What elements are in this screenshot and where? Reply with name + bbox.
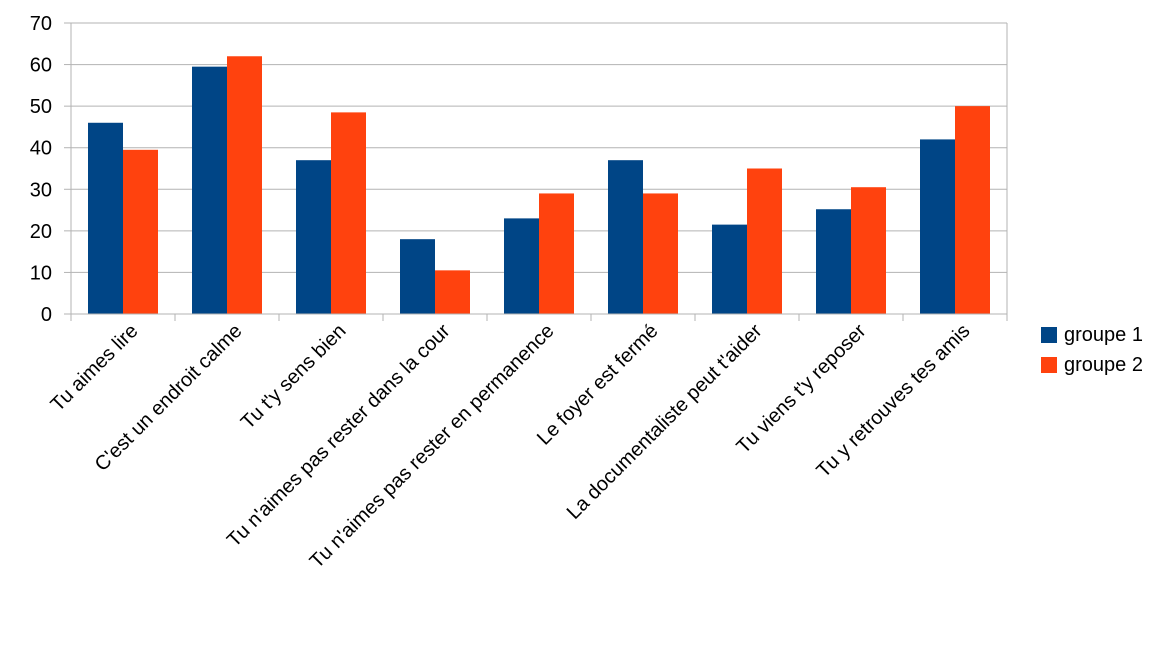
legend-item-series-2: groupe 2: [1041, 350, 1143, 380]
axes: [70, 23, 1008, 321]
bar-series-1: [608, 160, 643, 314]
legend: groupe 1 groupe 2: [1041, 320, 1143, 380]
bar-series-2: [435, 270, 470, 314]
y-tick-label: 60: [30, 55, 52, 77]
y-tick-label: 70: [30, 13, 52, 35]
bar-series-2: [747, 168, 782, 314]
legend-item-series-1: groupe 1: [1041, 320, 1143, 350]
bar-series-2: [643, 193, 678, 314]
y-tick-label: 20: [30, 221, 52, 243]
bar-series-1: [400, 239, 435, 314]
bar-series-2: [955, 106, 990, 315]
bar-series-1: [192, 66, 227, 315]
bar-series-1: [920, 139, 955, 314]
x-tick-label: Tu n'aimes pas rester dans la cour: [223, 320, 455, 552]
bar-series-1: [712, 224, 747, 314]
bar-series-2: [851, 187, 886, 314]
bar-series-1: [816, 209, 851, 314]
y-axis-tick-labels: 0 10 20 30 40 50 60 70: [30, 13, 52, 326]
legend-label-series-2: groupe 2: [1064, 353, 1143, 376]
x-tick-label: La documentaliste peut t'aider: [563, 320, 767, 524]
y-tick-label: 0: [41, 304, 52, 326]
legend-swatch-series-1: [1041, 327, 1057, 343]
legend-swatch-series-2: [1041, 357, 1057, 373]
bar-series-2: [227, 56, 262, 314]
bar-series-2: [123, 149, 158, 314]
y-tick-label: 40: [30, 138, 52, 160]
bar-series-2: [331, 112, 366, 314]
bar-series-1: [88, 122, 123, 315]
y-tick-label: 50: [30, 96, 52, 118]
legend-label-series-1: groupe 1: [1064, 323, 1143, 346]
x-tick-label: Tu t'y sens bien: [237, 320, 351, 434]
y-tick-label: 30: [30, 179, 52, 201]
x-tick-label: Tu aimes lire: [47, 320, 143, 416]
bar-series-2: [539, 193, 574, 314]
bar-series-1: [296, 160, 331, 314]
bars: [88, 56, 990, 315]
bar-series-1: [504, 218, 539, 314]
y-tick-label: 10: [30, 262, 52, 284]
